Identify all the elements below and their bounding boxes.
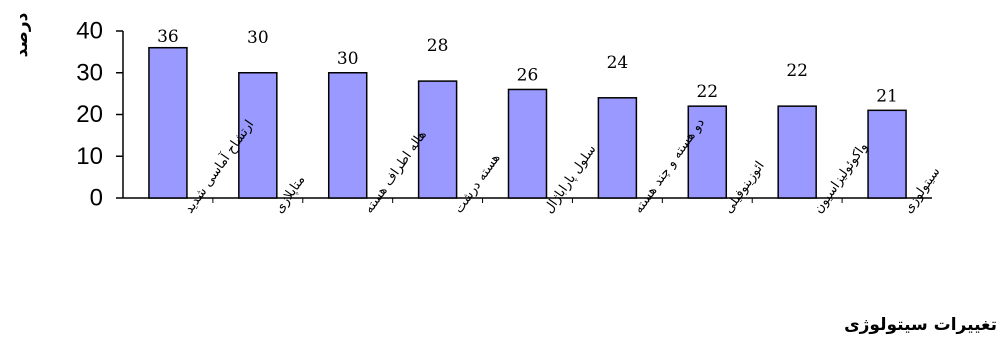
bar [327,72,368,199]
y-tick-label: 10 [76,143,103,170]
category-labels: ارتشاح آماسی شدید متاپلازی هاله اطراف هسته… [180,115,943,216]
data-label: 30 [337,49,359,69]
category-label: سلول پاراباژال [541,142,599,216]
data-label: 36 [157,27,179,47]
data-label: 30 [247,28,269,48]
y-tick-label: 20 [76,101,103,128]
y-axis-title: درصد [12,12,32,57]
data-label: 24 [607,53,629,73]
category-label: واکوئولیزاسیون [811,140,871,216]
bar [507,88,548,199]
y-tick-label: 30 [76,59,103,86]
bar [687,105,728,199]
bar [238,72,278,199]
bar [867,109,907,199]
y-tick-label: 0 [90,185,103,212]
category-label: سیتولوژی [901,165,943,217]
category-label: ائوزینوفیلی [721,159,768,217]
bar [417,80,458,199]
y-ticks: 0 10 20 30 40 [76,18,123,212]
bar [597,97,638,199]
data-label: 21 [876,86,898,106]
bar [777,105,817,199]
data-label: 28 [427,36,449,56]
y-tick-label: 40 [76,18,103,45]
data-label: 26 [517,65,539,85]
data-label: 22 [696,82,718,102]
x-axis-title: تغییرات سیتولوژی [844,315,997,335]
category-label: هسته درشت [451,151,503,216]
bar [148,46,188,199]
data-label: 22 [786,61,808,81]
data-labels: 36 30 30 28 26 24 22 22 21 [157,27,898,106]
bars [148,46,907,199]
